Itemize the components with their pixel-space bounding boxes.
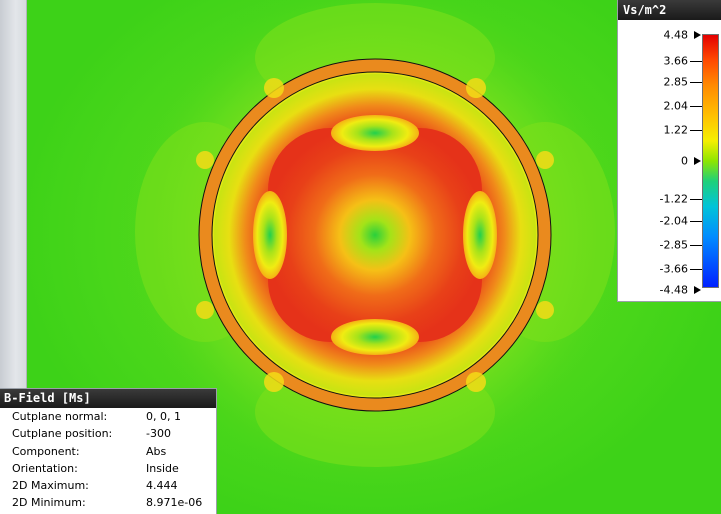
info-row: 2D Minimum: 8.971e-06: [0, 494, 216, 511]
info-row: Cutplane position: -300: [0, 425, 216, 442]
info-row-value: 4.444: [146, 479, 178, 493]
legend-tick-mark: [690, 82, 702, 83]
legend-tick-mark: [690, 221, 702, 222]
info-row-key: Cutplane normal:: [12, 410, 108, 423]
lobe-top: [331, 115, 419, 151]
info-row-value: Abs: [146, 444, 167, 458]
legend-color-bar: [702, 34, 719, 288]
field-info-panel: B-Field [Ms] Cutplane normal: 0, 0, 1 Cutp…: [0, 388, 217, 514]
info-row-value: 0, 0, 1: [146, 410, 181, 423]
legend-unit-title: Vs/m^2: [618, 0, 721, 20]
hot-square: [268, 128, 482, 342]
legend-tick-label: 4.48: [663, 28, 689, 42]
legend-tick-label: -1.22: [659, 192, 688, 206]
lobe-right: [463, 191, 497, 279]
lobe-left: [253, 191, 287, 279]
legend-tick-mark: [690, 199, 702, 200]
info-row: Orientation: Inside: [0, 460, 216, 477]
color-legend: Vs/m^2 4.48 3.66 2.85 2.04 1.22 0 -1.22 -2.04 -2…: [617, 0, 721, 302]
legend-tick-label: 1.22: [663, 123, 689, 137]
legend-tick-label: -2.85: [659, 238, 688, 252]
legend-tick-label: -3.66: [659, 262, 688, 276]
info-row-value: 8.971e-06: [146, 496, 203, 510]
info-row-value: Inside: [146, 461, 179, 475]
info-row-key: Cutplane position:: [12, 427, 113, 441]
legend-arrow-marker: [694, 286, 701, 294]
legend-tick-label: 0: [681, 154, 688, 168]
legend-tick-label: 3.66: [663, 54, 689, 68]
info-rows: Cutplane normal: 0, 0, 1 Cutplane position…: [0, 408, 216, 512]
legend-tick-label: 2.04: [663, 99, 689, 113]
info-row: Component: Abs: [0, 443, 216, 460]
info-row-key: Orientation:: [12, 461, 78, 475]
info-row-key: 2D Maximum:: [12, 479, 89, 493]
legend-tick-label: 2.85: [663, 75, 689, 89]
legend-tick-mark: [690, 245, 702, 246]
legend-tick-mark: [690, 106, 702, 107]
info-row-key: 2D Minimum:: [12, 496, 86, 510]
legend-arrow-marker: [694, 157, 701, 165]
legend-tick-label: -4.48: [659, 283, 688, 297]
legend-arrow-marker: [694, 31, 701, 39]
ring-notches: [196, 78, 554, 392]
legend-tick-mark: [690, 130, 702, 131]
info-panel-title: B-Field [Ms]: [0, 389, 216, 408]
info-row-key: Component:: [12, 444, 80, 458]
lobe-bottom: [331, 319, 419, 355]
info-row: Cutplane normal: 0, 0, 1: [0, 408, 216, 425]
info-row: 2D Maximum: 4.444: [0, 477, 216, 494]
legend-tick-label: -2.04: [659, 214, 688, 228]
legend-tick-mark: [690, 61, 702, 62]
legend-tick-mark: [690, 269, 702, 270]
info-row-value: -300: [146, 427, 171, 441]
